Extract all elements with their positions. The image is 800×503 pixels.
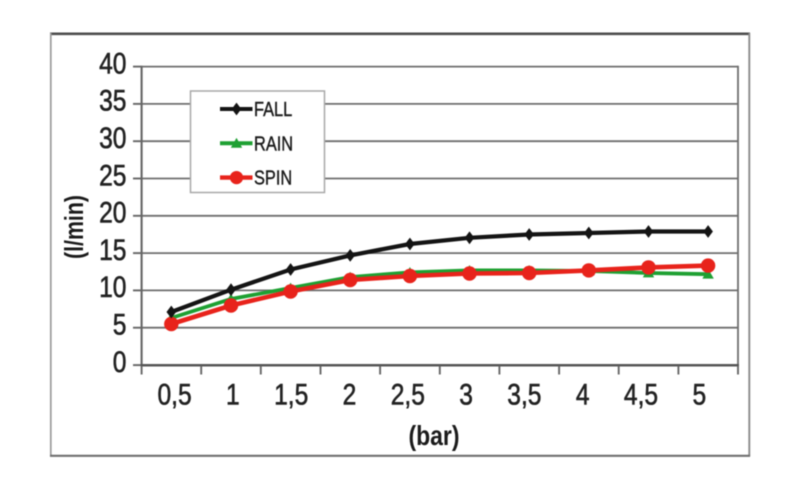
svg-text:(bar): (bar) — [409, 421, 460, 452]
svg-text:30: 30 — [99, 121, 126, 155]
svg-text:0,5: 0,5 — [158, 377, 192, 411]
svg-text:40: 40 — [99, 46, 126, 80]
svg-text:FALL: FALL — [254, 98, 292, 121]
svg-text:15: 15 — [99, 233, 126, 267]
svg-text:2: 2 — [343, 377, 357, 411]
svg-text:20: 20 — [99, 195, 126, 229]
svg-text:5: 5 — [113, 307, 127, 341]
svg-text:RAIN: RAIN — [254, 132, 293, 155]
svg-text:SPIN: SPIN — [254, 166, 292, 189]
svg-text:3,5: 3,5 — [507, 377, 541, 411]
svg-text:5: 5 — [692, 377, 706, 411]
svg-text:25: 25 — [99, 158, 126, 192]
svg-text:10: 10 — [99, 270, 126, 304]
svg-text:1,5: 1,5 — [274, 377, 308, 411]
svg-text:4,5: 4,5 — [624, 377, 658, 411]
svg-text:1: 1 — [226, 377, 240, 411]
svg-text:4: 4 — [576, 377, 590, 411]
svg-text:35: 35 — [99, 83, 126, 117]
svg-text:3: 3 — [459, 377, 473, 411]
svg-text:(l/min): (l/min) — [60, 195, 90, 259]
svg-text:2,5: 2,5 — [391, 377, 425, 411]
svg-text:0: 0 — [113, 344, 127, 378]
